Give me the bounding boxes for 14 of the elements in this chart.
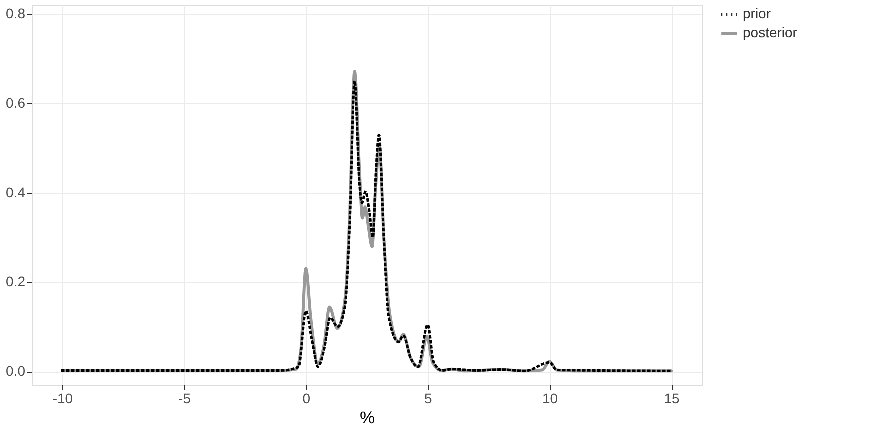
legend-label: posterior [743,24,798,40]
x-tick-label: 0 [302,390,311,406]
y-tick-label: 0.2 [6,274,26,290]
x-tick-label: 10 [542,390,558,406]
x-tick-label: 15 [664,390,680,406]
y-tick-label: 0.4 [6,184,26,200]
y-tick-label: 0.6 [6,94,26,111]
x-tick-label: -10 [52,390,74,406]
y-tick-label: 0.0 [6,363,26,380]
x-tick-label: -5 [178,390,192,406]
y-tick-label: 0.8 [6,5,26,22]
x-axis-title: % [360,408,376,428]
x-tick-label: 5 [424,390,433,406]
legend-label: prior [743,6,772,22]
